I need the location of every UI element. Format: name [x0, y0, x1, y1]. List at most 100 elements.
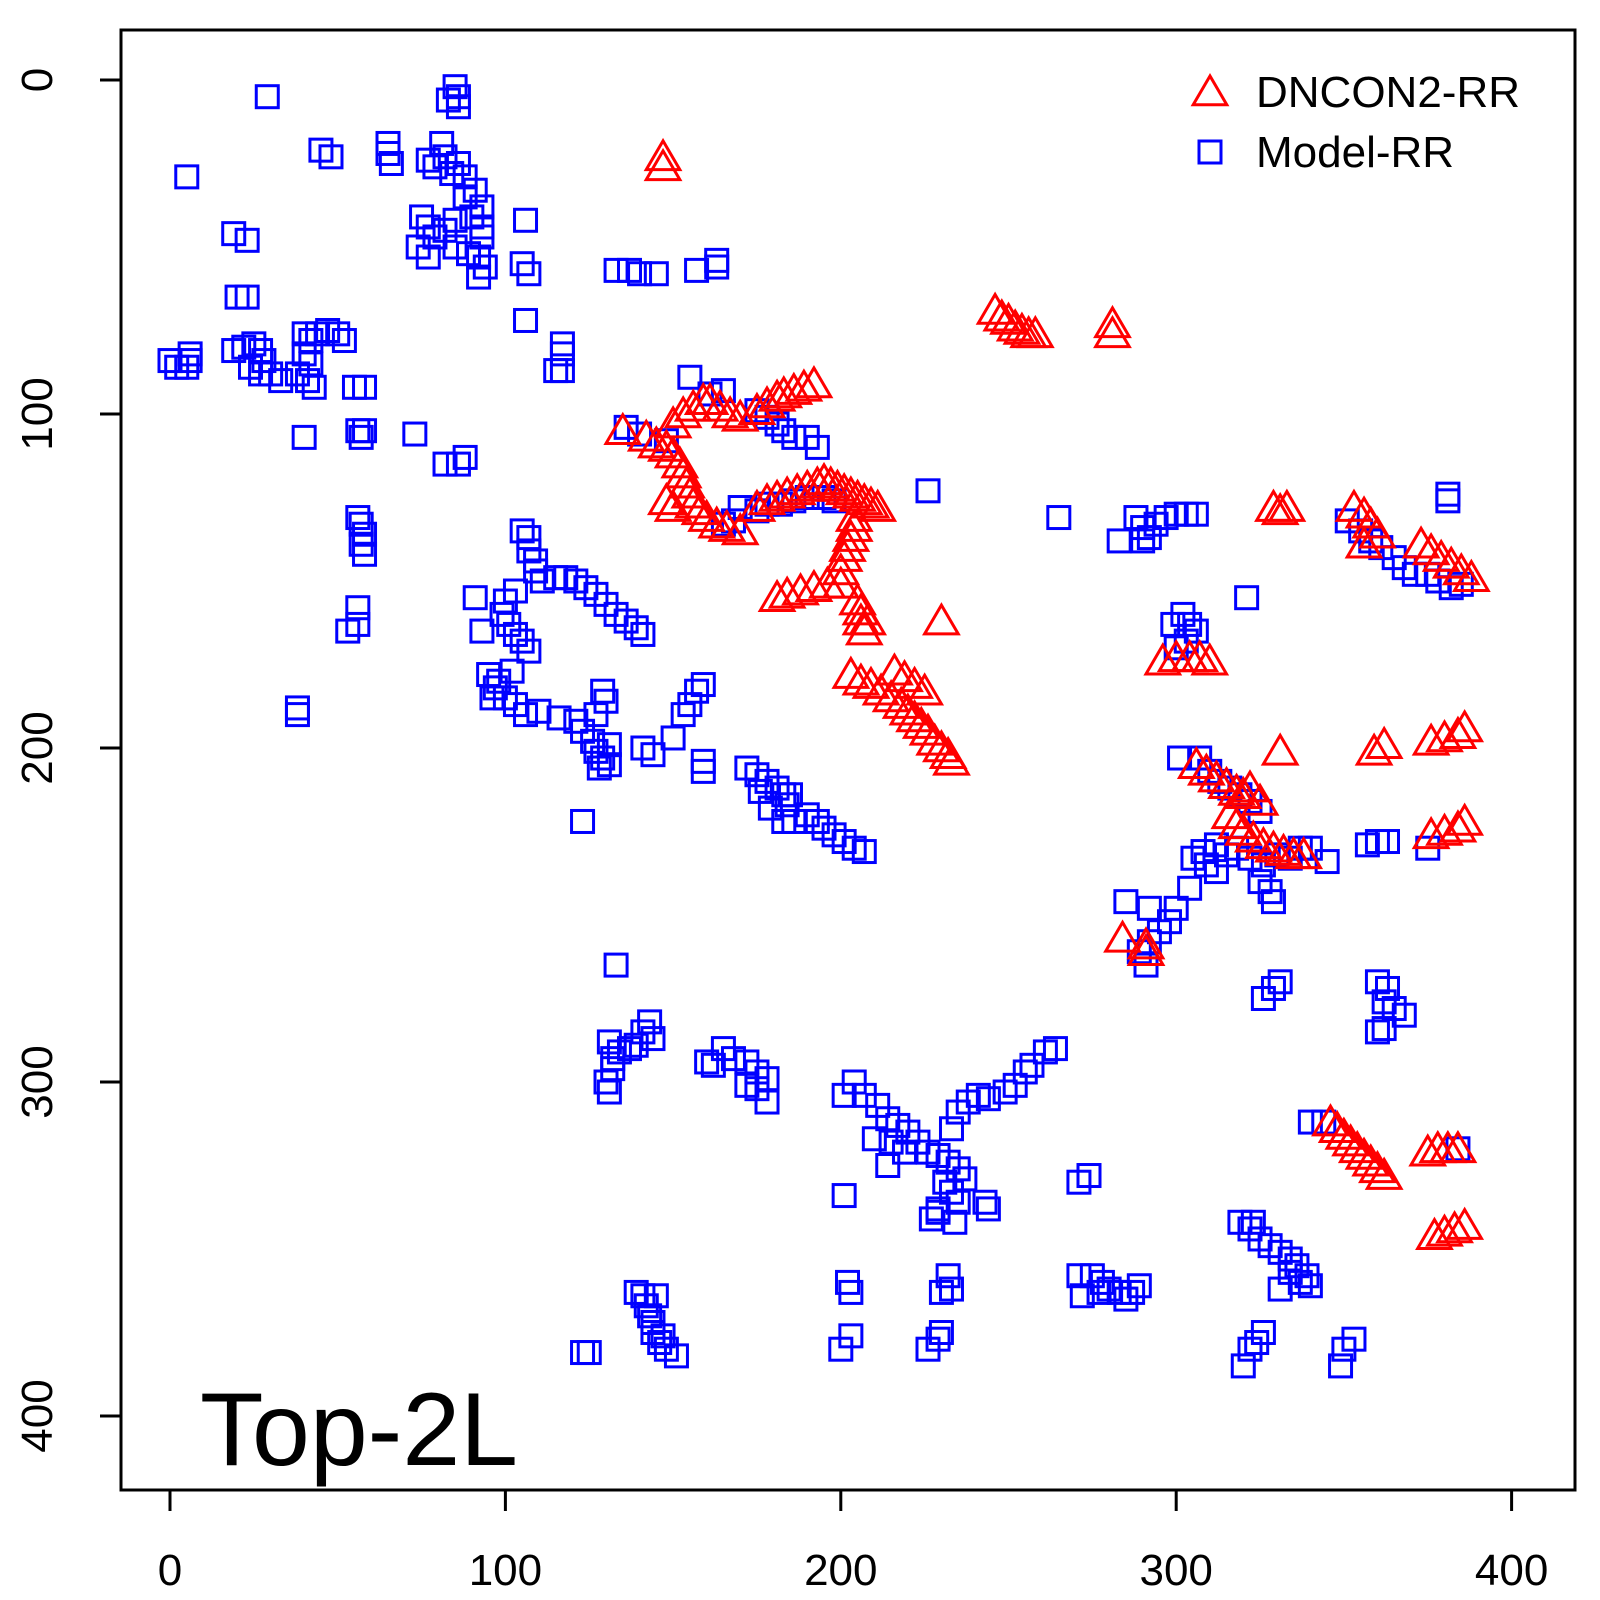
- square-point: [637, 1303, 663, 1329]
- triangle-point: [680, 491, 720, 526]
- square-point: [509, 518, 535, 544]
- triangle-point: [905, 672, 945, 706]
- square-point: [596, 1079, 622, 1105]
- square-point: [925, 1196, 951, 1222]
- square-point: [690, 758, 716, 784]
- square-point: [1046, 505, 1072, 531]
- square-point: [804, 808, 830, 834]
- triangle-point: [781, 572, 820, 606]
- square-point: [1314, 849, 1340, 875]
- triangle-point: [1207, 765, 1246, 800]
- square-point: [623, 615, 649, 641]
- triangle-point: [1451, 558, 1491, 592]
- square-point: [234, 227, 260, 253]
- square-point: [516, 525, 542, 551]
- triangle-point: [1438, 809, 1478, 843]
- triangle-point: [838, 582, 877, 616]
- triangle-point: [1015, 314, 1055, 349]
- legend-label: Model-RR: [1256, 128, 1454, 177]
- square-point: [570, 1340, 596, 1366]
- triangle-point: [673, 485, 713, 519]
- square-point: [479, 685, 505, 711]
- square-point: [831, 1183, 857, 1209]
- triangle-point: [710, 395, 750, 429]
- square-point: [593, 688, 619, 714]
- square-point: [325, 321, 351, 347]
- triangle-point: [858, 488, 898, 522]
- square-point: [623, 1032, 649, 1058]
- square-point: [157, 348, 183, 374]
- triangle-point: [603, 411, 643, 445]
- square-point: [720, 1046, 746, 1072]
- square-point: [516, 638, 542, 664]
- square-point: [1375, 829, 1401, 855]
- triangle-point: [1243, 825, 1283, 860]
- triangle-point: [975, 291, 1015, 325]
- triangle-point: [690, 381, 730, 415]
- triangle-point: [1260, 491, 1300, 526]
- square-point: [928, 1279, 954, 1305]
- square-point: [734, 1072, 760, 1098]
- square-point: [177, 341, 203, 367]
- triangle-point: [901, 705, 941, 739]
- square-point: [1190, 839, 1216, 865]
- triangle-point: [834, 498, 874, 532]
- square-point: [586, 755, 612, 781]
- square-point: [1240, 1209, 1266, 1235]
- triangle-point: [1126, 926, 1166, 960]
- triangle-point: [646, 481, 686, 516]
- triangle-point: [1190, 642, 1230, 676]
- triangle-point: [1223, 812, 1263, 846]
- legend: DNCON2-RR Model-RR: [1190, 68, 1520, 177]
- square-point: [1250, 1320, 1276, 1345]
- triangle-point: [1197, 759, 1236, 793]
- square-point: [583, 738, 609, 764]
- square-point: [348, 424, 374, 450]
- triangle-point: [1364, 1156, 1404, 1190]
- square-point: [462, 585, 488, 611]
- square-point: [1250, 986, 1276, 1011]
- square-point: [546, 705, 572, 731]
- triangle-point: [1254, 829, 1293, 863]
- triangle-point: [747, 385, 787, 419]
- square-point: [1371, 1016, 1397, 1042]
- marks-layer: [157, 74, 1491, 1379]
- square-point: [630, 621, 656, 647]
- triangle-point: [767, 575, 807, 609]
- square-point: [335, 618, 361, 644]
- square-point: [915, 478, 941, 504]
- triangle-point: [895, 698, 934, 733]
- square-point: [704, 247, 730, 273]
- triangle-point: [1344, 1136, 1384, 1170]
- triangle-point: [787, 468, 827, 502]
- square-point: [637, 1009, 663, 1035]
- square-point: [526, 698, 552, 724]
- square-point: [1435, 488, 1461, 514]
- triangle-point: [757, 378, 797, 412]
- x-tick-label: 300: [1139, 1546, 1212, 1595]
- triangle-point: [720, 511, 760, 546]
- triangle-point: [1240, 782, 1280, 816]
- triangle-point: [697, 505, 737, 539]
- square-point: [928, 1320, 954, 1345]
- triangle-point: [895, 665, 934, 699]
- triangle-point: [1435, 1209, 1474, 1244]
- x-tick-label: 200: [804, 1546, 877, 1595]
- square-point: [838, 1323, 864, 1349]
- triangle-point: [1311, 1103, 1350, 1137]
- square-point: [221, 221, 247, 247]
- triangle-point: [1438, 1129, 1478, 1164]
- x-tick-label: 0: [158, 1546, 182, 1595]
- triangle-point: [844, 612, 884, 646]
- square-point: [295, 368, 321, 394]
- triangle-point: [1334, 488, 1374, 522]
- square-point: [1019, 1052, 1045, 1078]
- square-point: [603, 952, 629, 978]
- triangle-point: [1126, 932, 1166, 967]
- triangle-point: [1354, 732, 1394, 766]
- square-point: [251, 348, 277, 374]
- square-point: [975, 1196, 1001, 1222]
- y-tick-label: 0: [13, 68, 62, 92]
